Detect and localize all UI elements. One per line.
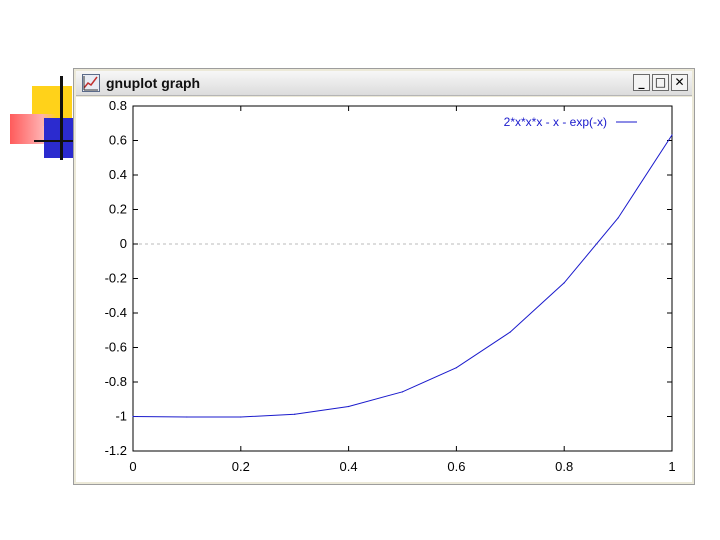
y-tick-label: 0 [120,236,127,251]
y-tick-label: -0.6 [105,340,127,355]
x-tick-label: 0.2 [232,459,250,474]
x-tick-label: 0.6 [447,459,465,474]
legend-label: 2*x*x*x - x - exp(-x) [504,115,607,129]
data-point [509,331,511,333]
title-bar[interactable]: gnuplot graph _ □ ✕ [76,71,692,96]
decor-blue-square [44,118,74,158]
y-tick-label: -0.8 [105,374,127,389]
decor-vertical-line [60,76,63,160]
y-tick-label: -1 [115,409,127,424]
x-tick-label: 0.4 [340,459,358,474]
y-tick-label: 0.4 [109,167,127,182]
line-chart: 0.80.60.40.20-0.2-0.4-0.6-0.8-1-1.20 0.2 0… [105,98,676,474]
x-tick-label: 1 [668,459,675,474]
data-point [455,367,457,369]
data-point [563,282,565,284]
data-point [294,413,296,415]
data-point [401,391,404,393]
minimize-icon[interactable]: _ [633,74,650,91]
y-tick-label: 0.6 [109,133,127,148]
close-icon[interactable]: ✕ [671,74,688,91]
chart-app-icon[interactable] [82,74,100,92]
y-tick-label: 0.8 [109,98,127,113]
data-point [240,416,242,418]
y-tick-label: -1.2 [105,443,127,458]
gnuplot-window: gnuplot graph _ □ ✕ 0.8 0.6 0.4 0.2 0 -0.2 -0.… [73,68,695,485]
y-tick-label: -0.2 [105,271,127,286]
plot-area: 0.8 0.6 0.4 0.2 0 -0.2 -0.4 -0.6 -0.8 -1 -1.2 0 0.2 0… [76,97,692,482]
y-tick-label: 0.2 [109,202,127,217]
window-title: gnuplot graph [106,75,201,91]
maximize-icon[interactable]: □ [652,74,669,91]
data-point [348,405,350,408]
data-point [617,217,619,219]
decor-horizontal-line [34,140,74,142]
y-tick-label: -0.4 [105,305,127,320]
plot-frame [132,105,673,452]
series-line [132,134,673,418]
x-tick-label: 0 [129,459,136,474]
data-point [671,134,673,136]
data-point [132,415,134,418]
data-point [186,416,188,418]
x-tick-label: 0.8 [555,459,573,474]
